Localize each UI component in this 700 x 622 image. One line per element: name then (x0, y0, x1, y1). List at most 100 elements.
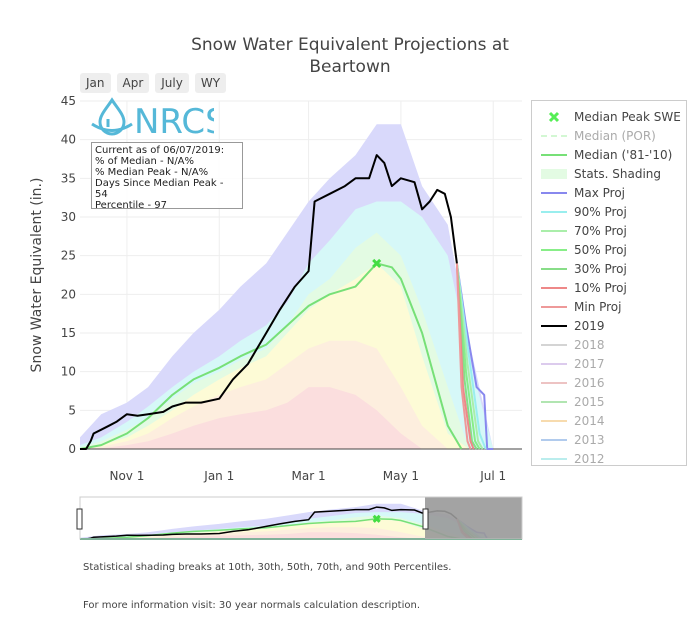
range-selector: Jan Apr July WY (80, 73, 227, 93)
mini-shading-p30 (80, 527, 494, 539)
series-line-2019 (80, 154, 458, 450)
legend-item[interactable]: 70% Proj (540, 222, 627, 240)
legend-item[interactable]: Min Proj (540, 298, 621, 316)
legend-symbol-line (540, 395, 568, 409)
legend-item[interactable]: 2019 (540, 317, 605, 335)
legend-label: 70% Proj (574, 224, 627, 238)
legend-item[interactable]: 2012 (540, 450, 605, 468)
legend-label: 30% Proj (574, 262, 627, 276)
legend-item[interactable]: Median (POR) (540, 127, 656, 145)
more-info-link[interactable]: For more information visit: 30 year norm… (83, 600, 421, 611)
range-button-july[interactable]: July (155, 73, 189, 93)
series-line-min-proj (455, 263, 472, 450)
shading-note: Statistical shading breaks at 10th, 30th… (83, 562, 452, 573)
series-line-90-proj (455, 263, 487, 450)
legend-item[interactable]: 2013 (540, 431, 605, 449)
legend-label: 2014 (574, 414, 605, 428)
legend-symbol-line (540, 262, 568, 276)
range-button-apr[interactable]: Apr (116, 73, 150, 93)
current-status-box: Current as of 06/07/2019: % of Median - … (91, 142, 243, 211)
legend-label: 10% Proj (574, 281, 627, 295)
legend-label: 2019 (574, 319, 605, 333)
legend-label: Median Peak SWE (574, 110, 681, 124)
y-tick-label: 10 (61, 365, 76, 379)
y-tick-label: 5 (68, 403, 76, 417)
legend-symbol-line (540, 205, 568, 219)
chart-title: Snow Water Equivalent Projections at Bea… (0, 34, 700, 78)
legend-symbol-line (540, 376, 568, 390)
legend-symbol-line (540, 243, 568, 257)
y-tick-label: 45 (61, 94, 76, 108)
y-axis-title: Snow Water Equivalent (in.) (29, 178, 45, 373)
legend-symbol-line (540, 186, 568, 200)
y-tick-label: 35 (61, 171, 76, 185)
series-line-50-proj (455, 263, 481, 450)
x-tick-label: Jan 1 (203, 469, 234, 483)
legend-label: 50% Proj (574, 243, 627, 257)
mini-shading-p10 (80, 532, 494, 539)
legend-label: 90% Proj (574, 205, 627, 219)
legend-label: 2018 (574, 338, 605, 352)
y-tick-label: 0 (68, 442, 76, 456)
legend-label: 2013 (574, 433, 605, 447)
legend-label: Max Proj (574, 186, 625, 200)
legend-symbol-line (540, 300, 568, 314)
chart-legend: Median Peak SWE Median (POR) Median ('81-'… (531, 100, 687, 466)
legend-symbol-line (540, 414, 568, 428)
legend-item[interactable]: 2014 (540, 412, 605, 430)
chart-title-line-2: Beartown (309, 57, 391, 77)
median-peak-marker (372, 258, 382, 268)
legend-label: Median ('81-'10) (574, 148, 673, 162)
series-line-70-proj (455, 263, 484, 450)
range-button-jan[interactable]: Jan (80, 73, 111, 93)
range-button-wy[interactable]: WY (194, 73, 227, 93)
legend-item[interactable]: 2016 (540, 374, 605, 392)
logo-text: NRCS (134, 102, 214, 139)
y-tick-label: 30 (61, 210, 76, 224)
legend-item[interactable]: 50% Proj (540, 241, 627, 259)
info-line-date: Current as of 06/07/2019: (95, 145, 225, 156)
legend-label: Stats. Shading (574, 167, 662, 181)
legend-item[interactable]: Max Proj (540, 184, 625, 202)
legend-item[interactable]: 2015 (540, 393, 605, 411)
series-line-median-81-10- (79, 262, 463, 450)
legend-label: 2012 (574, 452, 605, 466)
mini-median-peak-marker (372, 514, 381, 523)
range-slider-handle-right[interactable] (422, 508, 429, 530)
legend-item[interactable]: 90% Proj (540, 203, 627, 221)
legend-label: 2017 (574, 357, 605, 371)
legend-symbol-line (540, 452, 568, 466)
legend-symbol-area (540, 167, 568, 181)
info-line-pct-median-peak: % Median Peak - N/A% (95, 167, 209, 178)
legend-item[interactable]: 30% Proj (540, 260, 627, 278)
range-slider-mask (425, 497, 522, 539)
legend-symbol-line (540, 224, 568, 238)
legend-item[interactable]: Median ('81-'10) (540, 146, 672, 164)
legend-item[interactable]: 10% Proj (540, 279, 627, 297)
chart-title-line-1: Snow Water Equivalent Projections at (191, 35, 509, 55)
shading-band-p30 (80, 340, 494, 449)
legend-item[interactable]: Stats. Shading (540, 165, 661, 183)
x-tick-label: May 1 (383, 469, 419, 483)
legend-symbol-line (540, 338, 568, 352)
mini-series-line (80, 506, 458, 540)
legend-symbol-line (540, 319, 568, 333)
y-tick-label: 20 (61, 287, 76, 301)
range-slider-handle-left[interactable] (76, 508, 83, 530)
legend-label: Median (POR) (574, 129, 656, 143)
y-tick-label: 40 (61, 133, 76, 147)
legend-item[interactable]: 2017 (540, 355, 605, 373)
x-tick-label: Nov 1 (109, 469, 144, 483)
legend-label: Min Proj (574, 300, 622, 314)
shading-band-p10 (80, 387, 494, 449)
legend-item[interactable]: Median Peak SWE (540, 108, 681, 126)
legend-symbol-line (540, 148, 568, 162)
info-line-percentile: Percentile - 97 (95, 200, 168, 211)
legend-symbol-cross (540, 110, 568, 124)
info-line-days-since-peak: Days Since Median Peak - 54 (95, 178, 224, 200)
legend-item[interactable]: 2018 (540, 336, 605, 354)
legend-label: 2015 (574, 395, 605, 409)
nrcs-drop-icon: NRCS (91, 97, 227, 142)
legend-label: 2016 (574, 376, 605, 390)
